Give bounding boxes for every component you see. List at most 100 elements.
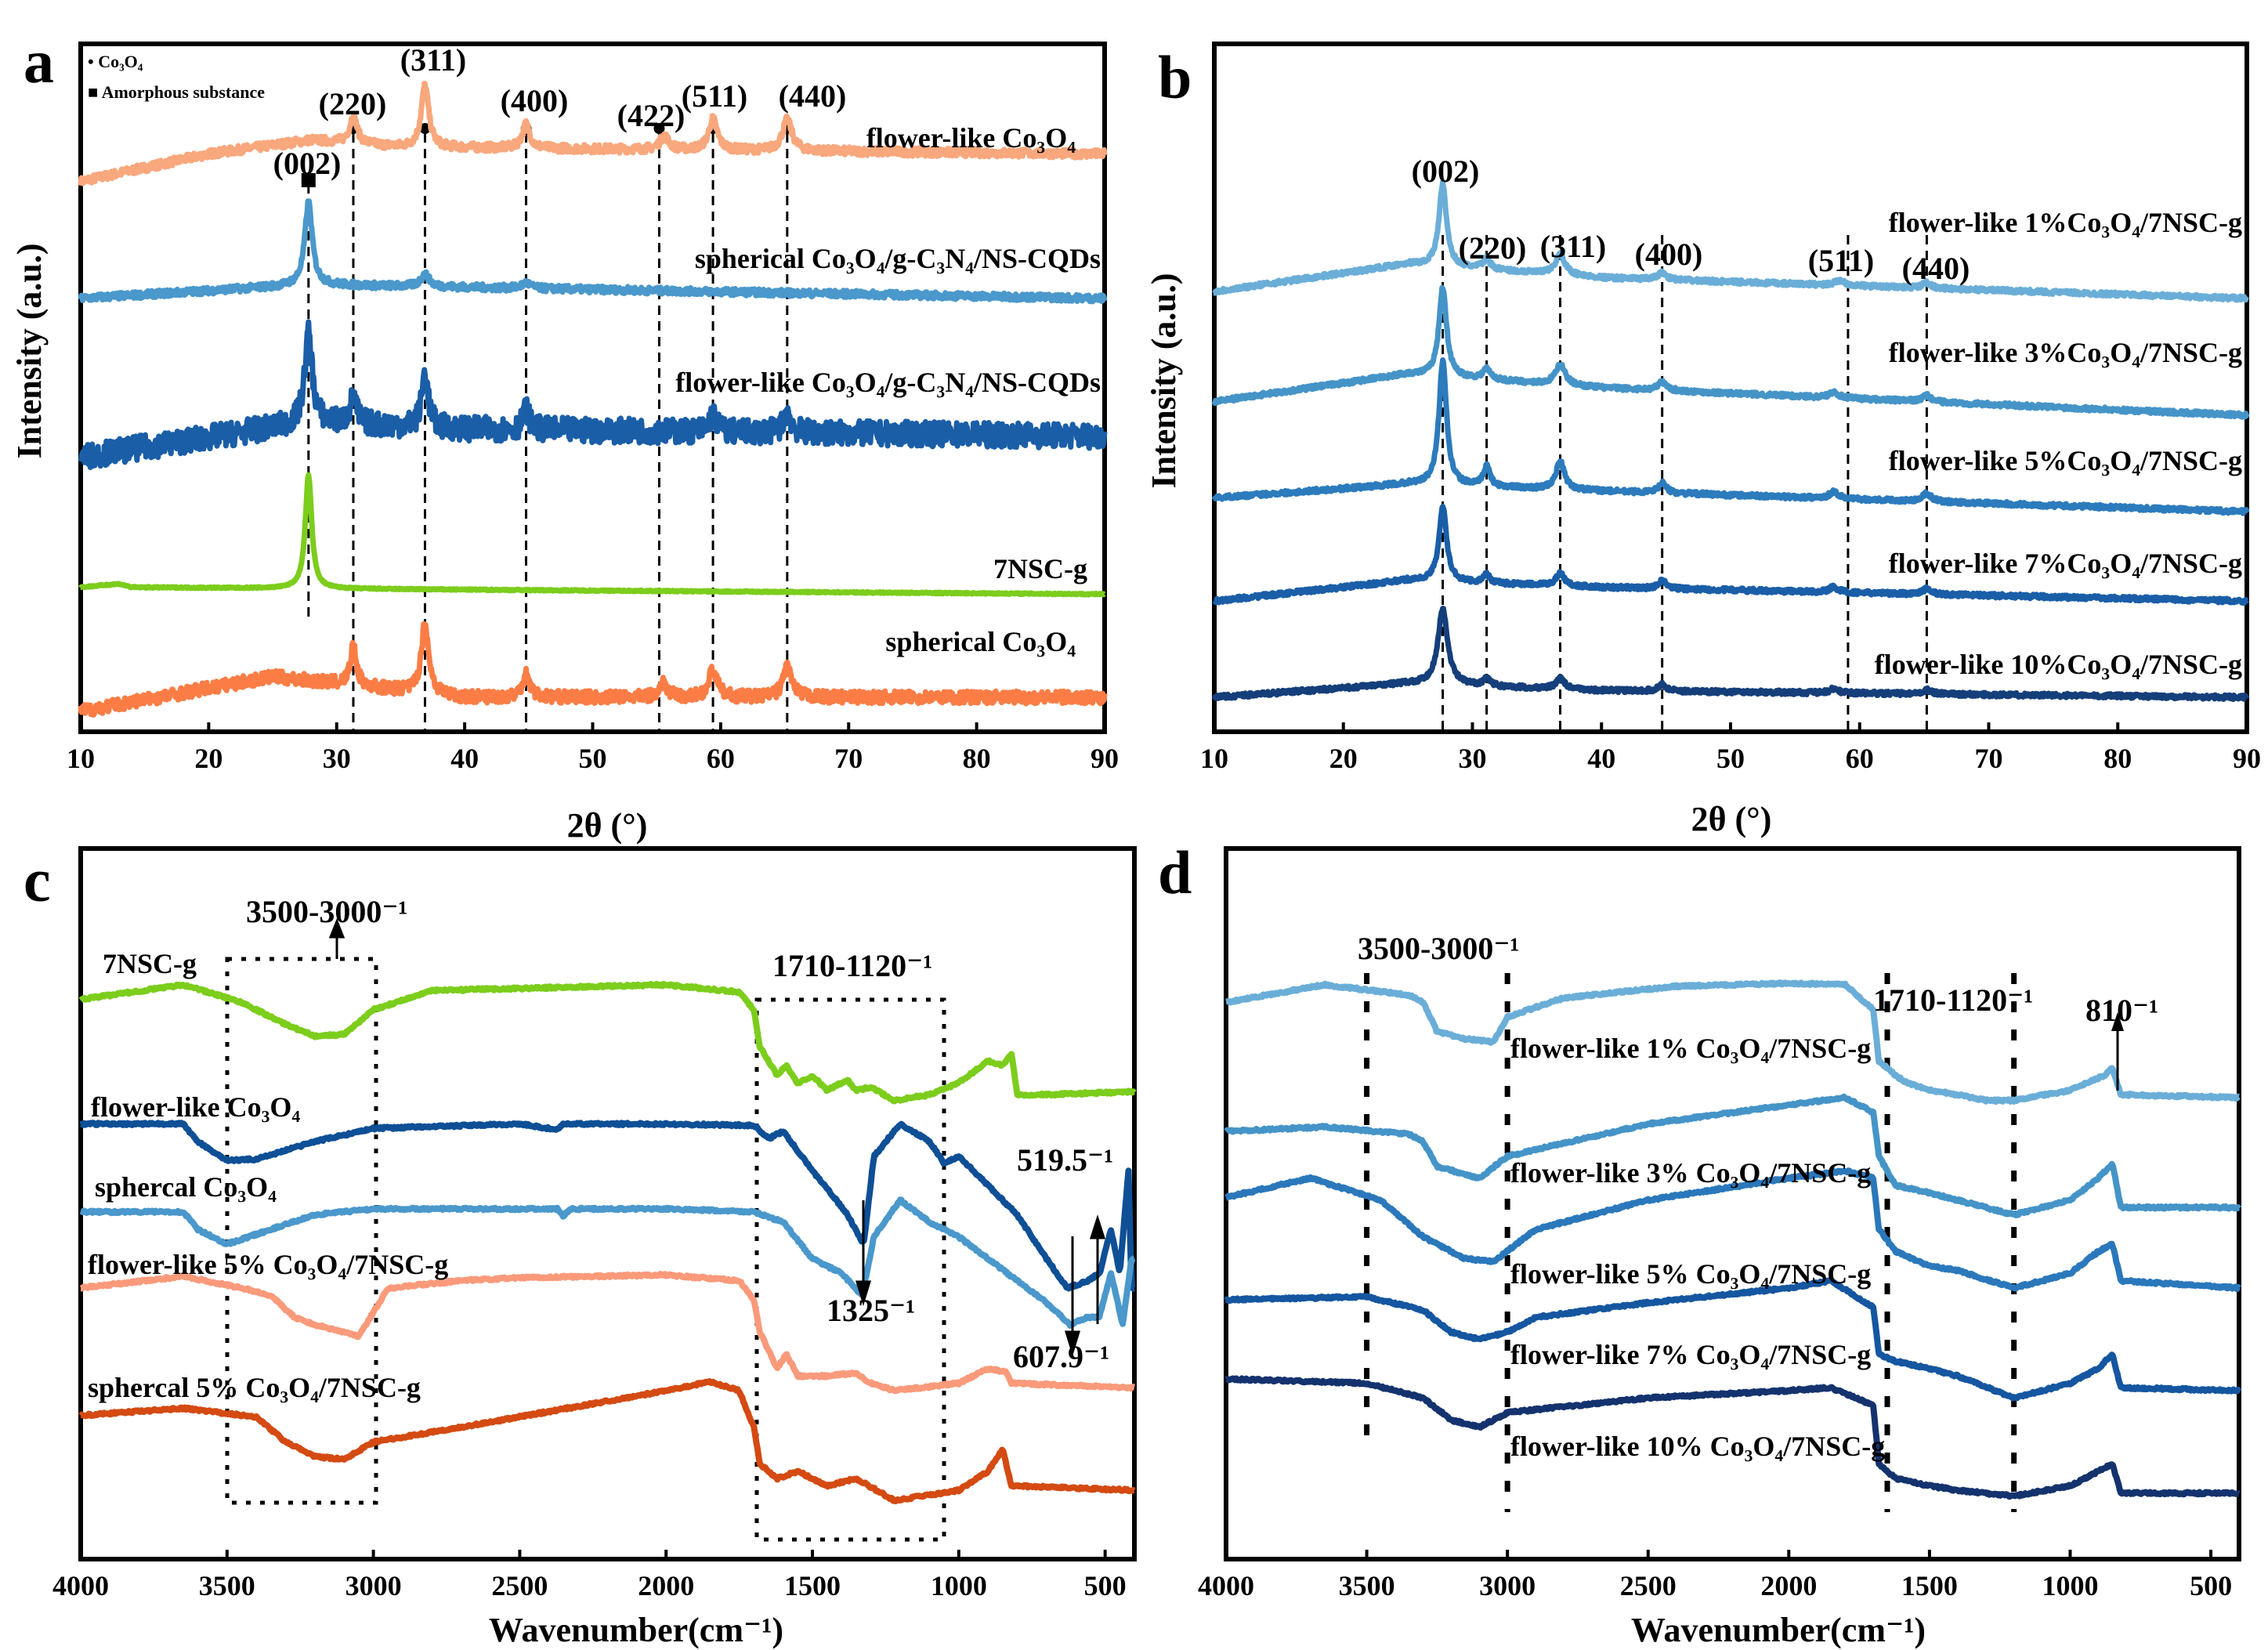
x-ticks-c: 4000 3500 3000 2500 2000 1500 1000 500 bbox=[52, 1550, 1127, 1601]
amorphous-marker bbox=[301, 173, 316, 187]
region-box-1710-1120 bbox=[754, 997, 946, 1542]
annotation-c-3500-3000: 3500-3000⁻¹ bbox=[246, 894, 407, 929]
panel-b: 10 20 30 40 50 60 70 80 90 b (002) (220) (311) (… bbox=[1145, 42, 2261, 838]
y-axis-title-b: Intensity (a.u.) bbox=[1145, 273, 1183, 488]
x-tick-label: 20 bbox=[194, 743, 222, 774]
reference-lines-b bbox=[1441, 235, 1928, 732]
arrow-head-1325 bbox=[855, 1280, 872, 1307]
series-line-c-4 bbox=[78, 1378, 1137, 1505]
series-line-a-2 bbox=[78, 319, 1108, 470]
series-label-d-2: flower-like 5% Co₃O₄/7NSC-g bbox=[1510, 1258, 1871, 1290]
series-group-a bbox=[78, 81, 1108, 718]
series-line-d-2 bbox=[1224, 1167, 2241, 1293]
panel-letter-b: b bbox=[1158, 43, 1192, 111]
series-group-c bbox=[78, 980, 1137, 1505]
x-tick-label: 1500 bbox=[1901, 1570, 1958, 1601]
co3o4-marker bbox=[653, 123, 665, 134]
x-tick-label: 500 bbox=[1084, 1570, 1127, 1601]
x-tick-label: 30 bbox=[1459, 743, 1487, 774]
series-line-b-4 bbox=[1211, 606, 2250, 702]
x-tick-label: 40 bbox=[1587, 743, 1615, 774]
x-tick-label: 1500 bbox=[784, 1570, 841, 1601]
co3o4-marker bbox=[419, 123, 431, 134]
x-tick-label: 40 bbox=[450, 743, 479, 774]
series-line-d-1 bbox=[1224, 1093, 2242, 1219]
panel-d: 4000 3500 3000 2500 2000 1500 1000 500 d 3500-3… bbox=[1158, 838, 2242, 1649]
annotation-c-1325: 1325⁻¹ bbox=[827, 1293, 915, 1328]
arrow-head-3500-3000 bbox=[328, 917, 345, 939]
series-label-c-2: sphercal Co₃O₄ bbox=[95, 1171, 277, 1203]
annotation-d-810: 810⁻¹ bbox=[2085, 993, 2158, 1028]
series-line-a-0 bbox=[78, 81, 1108, 186]
annotation-c-519: 519.5⁻¹ bbox=[1017, 1142, 1113, 1178]
series-line-a-3 bbox=[78, 472, 1107, 598]
plot-frame-b bbox=[1212, 42, 2249, 734]
plot-frame-c bbox=[78, 846, 1137, 1561]
panel-letter-a: a bbox=[24, 27, 54, 96]
series-label-a-2: flower-like Co₃O₄/g-C₃N₄/NS-CQDs bbox=[675, 367, 1101, 398]
arrow-head-519 bbox=[1089, 1214, 1106, 1239]
x-tick-label: 3500 bbox=[199, 1570, 255, 1601]
region-box-3500-3000 bbox=[225, 957, 378, 1505]
peak-label-440: (440) bbox=[779, 78, 847, 114]
annotation-d-3500-3000: 3500-3000⁻¹ bbox=[1358, 931, 1519, 966]
x-tick-label: 60 bbox=[707, 743, 735, 774]
series-label-c-4: sphercal 5% Co₃O₄/7NSC-g bbox=[88, 1372, 421, 1403]
x-tick-label: 3000 bbox=[1479, 1570, 1536, 1601]
x-tick-label: 90 bbox=[1091, 743, 1119, 774]
x-tick-label: 70 bbox=[834, 743, 863, 774]
annotation-c-1710-1120: 1710-1120⁻¹ bbox=[772, 948, 932, 983]
x-tick-label: 1000 bbox=[931, 1570, 987, 1601]
x-ticks-b: 10 20 30 40 50 60 70 80 90 bbox=[1200, 722, 2261, 774]
x-tick-label: 10 bbox=[67, 743, 95, 774]
peak-label-b-220: (220) bbox=[1459, 230, 1527, 266]
x-tick-label: 10 bbox=[1200, 743, 1228, 774]
series-label-a-1: spherical Co₃O₄/g-C₃N₄/NS-CQDs bbox=[695, 243, 1101, 274]
series-line-d-4 bbox=[1224, 1375, 2241, 1500]
panel-letter-c: c bbox=[24, 846, 51, 914]
series-label-b-4: flower-like 10%Co₃O₄/7NSC-g bbox=[1875, 649, 2242, 680]
plot-frame-d bbox=[1224, 846, 2241, 1561]
series-line-b-1 bbox=[1211, 284, 2250, 420]
peak-label-422: (422) bbox=[617, 98, 685, 133]
x-tick-label: 50 bbox=[579, 743, 607, 774]
x-tick-label: 2500 bbox=[1620, 1570, 1677, 1601]
annotation-d-1710-1120: 1710-1120⁻¹ bbox=[1873, 982, 2033, 1018]
reference-lines-d bbox=[1364, 973, 2017, 1512]
series-line-b-0 bbox=[1212, 179, 2249, 303]
peak-label-b-511: (511) bbox=[1808, 243, 1874, 278]
x-tick-label: 50 bbox=[1716, 743, 1745, 774]
x-tick-label: 2000 bbox=[638, 1570, 694, 1601]
series-label-d-0: flower-like 1% Co₃O₄/7NSC-g bbox=[1510, 1033, 1871, 1064]
x-tick-label: 4000 bbox=[52, 1570, 109, 1601]
series-line-c-3 bbox=[78, 1271, 1137, 1395]
peak-label-b-440: (440) bbox=[1902, 251, 1970, 286]
series-group-b bbox=[1211, 179, 2250, 702]
series-label-b-0: flower-like 1%Co₃O₄/7NSC-g bbox=[1889, 207, 2242, 238]
series-line-c-0 bbox=[78, 980, 1137, 1105]
series-line-a-1 bbox=[78, 198, 1108, 305]
peak-label-b-311: (311) bbox=[1540, 229, 1606, 264]
panel-letter-d: d bbox=[1158, 838, 1192, 906]
series-line-b-3 bbox=[1212, 504, 2249, 606]
x-tick-label: 2000 bbox=[1760, 1570, 1817, 1601]
x-ticks-d: 4000 3500 3000 2500 2000 1500 1000 500 bbox=[1198, 1550, 2232, 1601]
legend-amorphous: ■ Amorphous substance bbox=[88, 82, 265, 102]
series-label-b-1: flower-like 3%Co₃O₄/7NSC-g bbox=[1889, 337, 2242, 368]
x-tick-label: 4000 bbox=[1198, 1570, 1254, 1601]
x-tick-label: 3000 bbox=[345, 1570, 402, 1601]
series-group-d bbox=[1224, 979, 2242, 1500]
arrow-head-607 bbox=[1064, 1330, 1081, 1357]
x-axis-title-a: 2θ (°) bbox=[567, 806, 648, 845]
series-label-d-1: flower-like 3% Co₃O₄/7NSC-g bbox=[1510, 1157, 1871, 1189]
x-tick-label: 30 bbox=[323, 743, 351, 774]
series-label-c-1: flower-like Co₃O₄ bbox=[91, 1091, 300, 1123]
series-label-a-0: flower-like Co₃O₄ bbox=[866, 122, 1076, 154]
series-line-c-2 bbox=[78, 1196, 1137, 1329]
series-label-c-0: 7NSC-g bbox=[103, 948, 197, 979]
peak-label-002: (002) bbox=[273, 146, 342, 181]
peak-label-400: (400) bbox=[501, 83, 569, 118]
series-label-b-3: flower-like 7%Co₃O₄/7NSC-g bbox=[1889, 548, 2242, 579]
series-line-c-1 bbox=[78, 1120, 1137, 1292]
